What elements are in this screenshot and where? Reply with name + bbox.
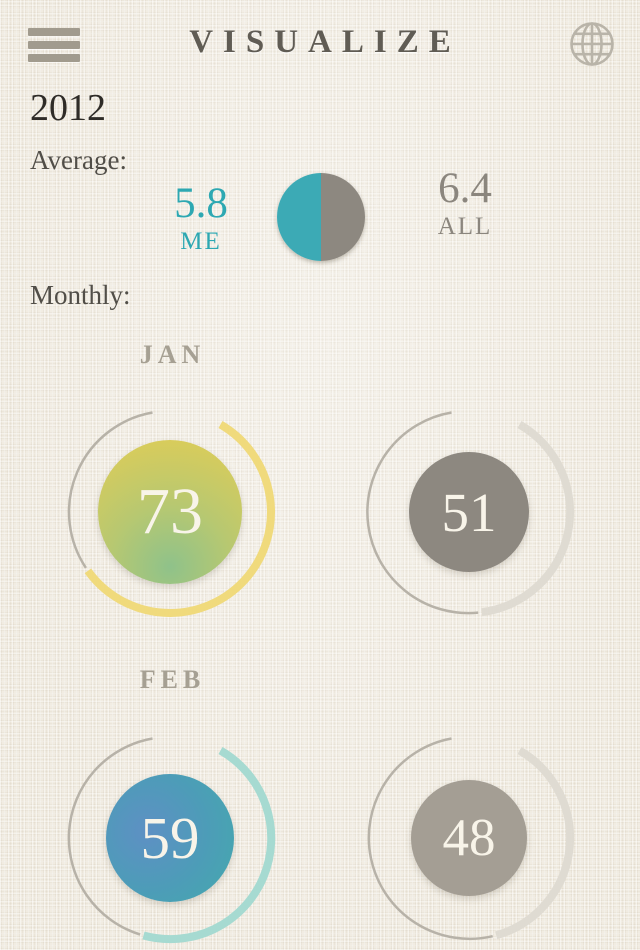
average-me-caption: ME xyxy=(180,228,222,255)
app-title: VISUALIZE xyxy=(189,24,461,60)
month-label-feb: FEB xyxy=(139,665,206,694)
menu-icon[interactable] xyxy=(28,28,80,62)
gauge-disc: 59 xyxy=(106,774,234,902)
average-all-caption: ALL xyxy=(437,213,493,240)
gauge-value: 51 xyxy=(441,481,497,543)
month-label-jan: JAN xyxy=(139,340,206,369)
monthly-label: Monthly: xyxy=(30,280,131,310)
gauge-disc: 51 xyxy=(409,452,529,572)
gauge-feb-me[interactable]: 59 xyxy=(55,723,285,950)
gauge-jan-all[interactable]: 51 xyxy=(354,397,584,627)
gauge-ring xyxy=(67,737,276,944)
gauge-ring xyxy=(367,737,575,941)
gauge-disc: 73 xyxy=(98,440,242,584)
gauge-ring xyxy=(366,411,575,617)
average-label: Average: xyxy=(30,145,127,175)
menu-bar xyxy=(28,41,80,49)
gauge-ring xyxy=(67,411,275,617)
gauge-value: 59 xyxy=(140,804,200,871)
average-pie-chart xyxy=(277,173,365,261)
year-label: 2012 xyxy=(30,87,106,129)
menu-bar xyxy=(28,54,80,62)
average-all-value: 6.4 xyxy=(438,165,492,212)
average-me-value: 5.8 xyxy=(174,180,228,227)
average-me-stat: 5.8 ME xyxy=(126,182,276,254)
gauge-value: 48 xyxy=(442,808,496,867)
gauge-jan-me[interactable]: 73 xyxy=(55,397,285,627)
menu-bar xyxy=(28,28,80,36)
gauge-value: 73 xyxy=(137,475,203,548)
globe-icon[interactable] xyxy=(568,20,616,68)
gauge-feb-all[interactable]: 48 xyxy=(354,723,584,950)
average-all-stat: 6.4 ALL xyxy=(390,167,540,239)
gauge-disc: 48 xyxy=(411,780,527,896)
